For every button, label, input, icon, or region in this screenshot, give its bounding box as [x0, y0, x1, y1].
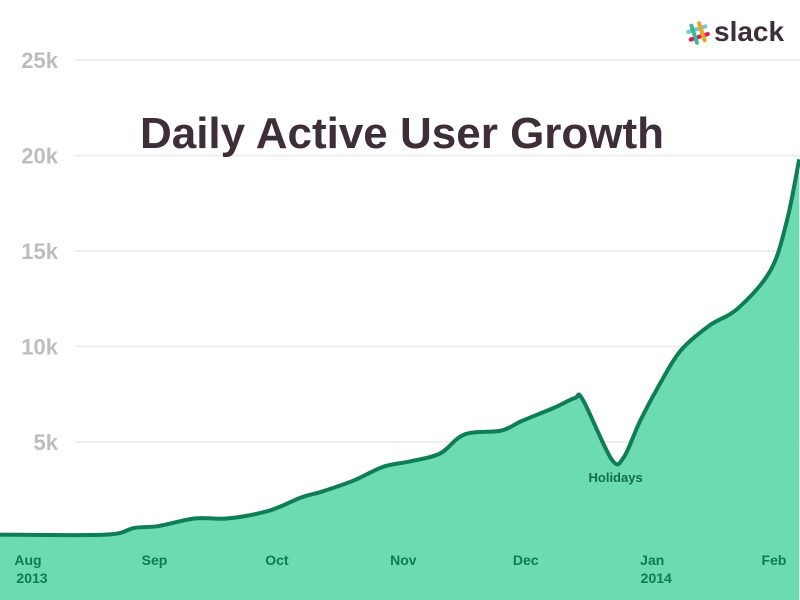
y-tick-label: 15k — [21, 239, 58, 264]
series-line — [0, 158, 800, 538]
annotation-label: Holidays — [589, 470, 643, 485]
y-tick-label: 5k — [34, 430, 59, 455]
x-tick-year: 2014 — [641, 570, 672, 586]
area-fill — [0, 159, 800, 600]
x-tick-label: Sep — [142, 552, 168, 568]
x-axis: Aug 2013 Sep Oct Nov Dec Jan 2014 Feb — [14, 552, 786, 586]
x-tick-label: Oct — [265, 552, 289, 568]
x-tick-year: 2013 — [16, 570, 47, 586]
chart-title: Daily Active User Growth — [140, 109, 664, 158]
y-tick-label: 20k — [21, 144, 58, 169]
x-tick-label: Feb — [762, 552, 787, 568]
annotations: Holidays — [589, 470, 643, 485]
y-axis: 5k 10k 15k 20k 25k — [21, 48, 58, 455]
x-tick-label: Jan — [640, 552, 664, 568]
logo-text: slack — [714, 16, 784, 47]
x-tick-label: Aug — [14, 552, 41, 568]
slack-logo: slack — [686, 16, 784, 47]
y-tick-label: 25k — [21, 48, 58, 73]
x-tick-label: Dec — [513, 552, 539, 568]
y-tick-label: 10k — [21, 335, 58, 360]
x-tick-label: Nov — [390, 552, 417, 568]
slack-hash-icon — [686, 21, 710, 45]
